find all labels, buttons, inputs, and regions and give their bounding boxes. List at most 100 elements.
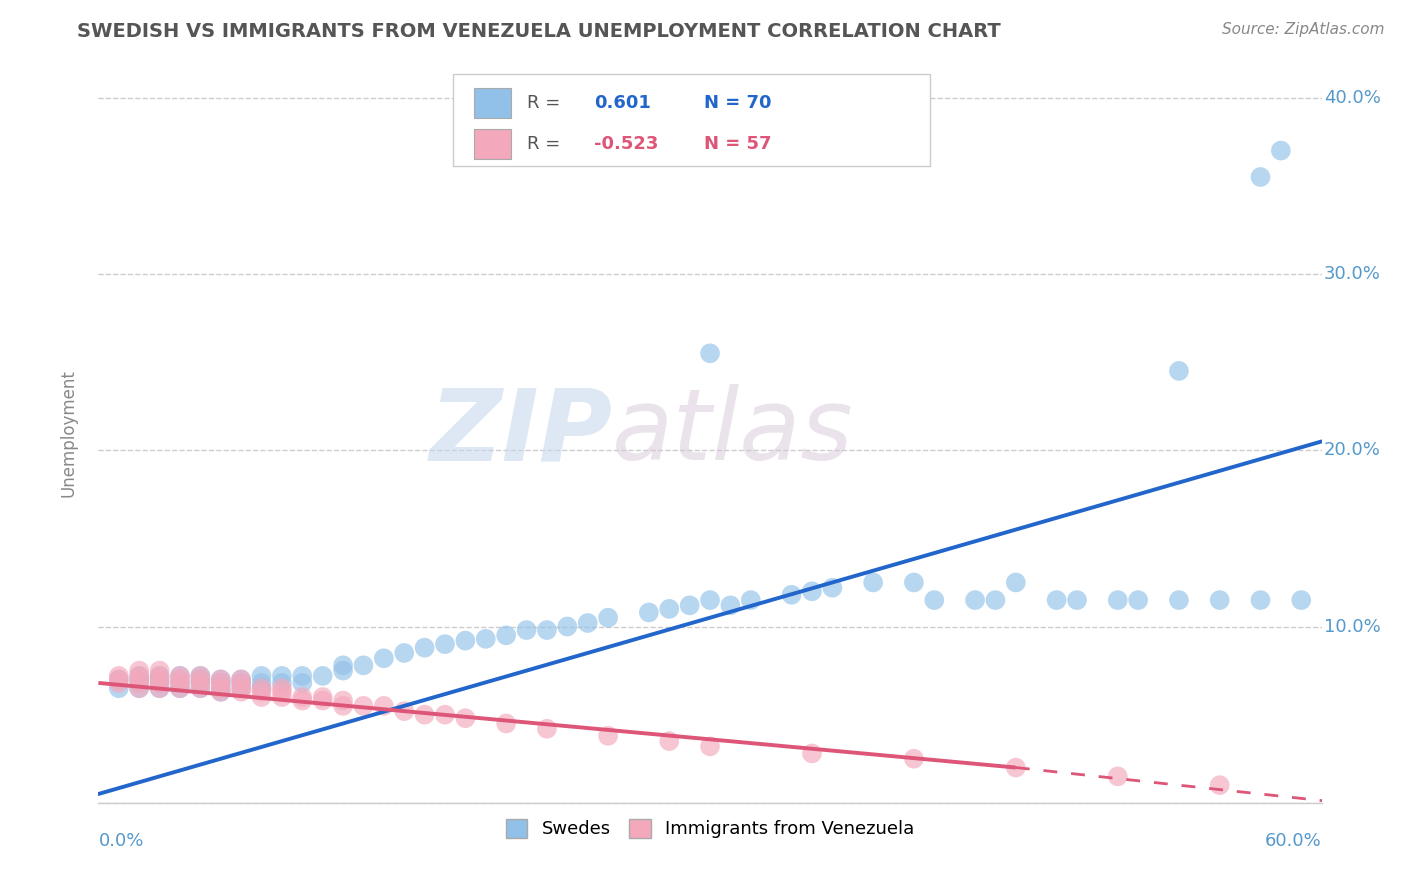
Point [231, 676, 253, 690]
Point [149, 676, 172, 690]
Text: 0.601: 0.601 [593, 95, 651, 112]
Point [312, 690, 335, 704]
Point [231, 676, 253, 690]
Point [250, 681, 273, 696]
Point [270, 685, 294, 699]
Point [576, 615, 599, 630]
Point [332, 664, 354, 678]
Point [1270, 144, 1292, 158]
Point [270, 681, 294, 696]
Point [699, 593, 721, 607]
Point [392, 704, 416, 718]
Point [413, 640, 436, 655]
Point [169, 676, 191, 690]
Point [598, 729, 620, 743]
Point [209, 685, 232, 699]
Point [862, 575, 884, 590]
Point [188, 673, 212, 687]
Point [699, 739, 721, 754]
Point [108, 681, 131, 696]
Point [128, 673, 150, 687]
Point [128, 673, 150, 687]
Point [128, 669, 150, 683]
Point [188, 676, 212, 690]
Point [169, 669, 191, 683]
Point [291, 690, 314, 704]
Point [373, 698, 395, 713]
Point [128, 676, 150, 690]
FancyBboxPatch shape [474, 129, 510, 159]
Text: atlas: atlas [612, 384, 853, 481]
Point [1045, 593, 1069, 607]
Point [434, 637, 457, 651]
Point [270, 669, 294, 683]
Point [231, 685, 253, 699]
Point [1167, 364, 1189, 378]
Point [332, 693, 354, 707]
Point [209, 681, 232, 696]
Text: 40.0%: 40.0% [1324, 88, 1381, 107]
Point [1209, 778, 1232, 792]
Point [149, 669, 172, 683]
Point [495, 716, 517, 731]
Point [536, 623, 558, 637]
Point [291, 669, 314, 683]
Point [149, 681, 172, 696]
Text: Source: ZipAtlas.com: Source: ZipAtlas.com [1222, 22, 1385, 37]
Point [821, 581, 844, 595]
Point [231, 681, 253, 696]
Point [1107, 593, 1129, 607]
Point [413, 707, 436, 722]
Text: N = 70: N = 70 [704, 95, 772, 112]
Point [1128, 593, 1150, 607]
Point [231, 681, 253, 696]
Point [1004, 760, 1026, 774]
FancyBboxPatch shape [474, 88, 510, 118]
Point [149, 676, 172, 690]
Text: ZIP: ZIP [429, 384, 612, 481]
Point [965, 593, 987, 607]
Text: SWEDISH VS IMMIGRANTS FROM VENEZUELA UNEMPLOYMENT CORRELATION CHART: SWEDISH VS IMMIGRANTS FROM VENEZUELA UNE… [77, 22, 1001, 41]
Point [250, 676, 273, 690]
Text: R =: R = [526, 135, 565, 153]
Point [209, 676, 232, 690]
Point [250, 690, 273, 704]
Point [169, 681, 191, 696]
Point [108, 669, 131, 683]
Point [679, 599, 702, 613]
Point [149, 673, 172, 687]
Point [209, 676, 232, 690]
Point [209, 685, 232, 699]
Point [312, 669, 335, 683]
Point [555, 619, 579, 633]
Point [188, 676, 212, 690]
Point [128, 676, 150, 690]
Point [270, 676, 294, 690]
Point [801, 584, 824, 599]
Legend: Swedes, Immigrants from Venezuela: Swedes, Immigrants from Venezuela [499, 812, 921, 846]
Point [658, 734, 681, 748]
Point [291, 693, 314, 707]
Text: 20.0%: 20.0% [1324, 442, 1381, 459]
Point [516, 623, 538, 637]
Point [128, 669, 150, 683]
Point [1249, 169, 1271, 184]
Point [188, 681, 212, 696]
Point [108, 673, 131, 687]
Point [1004, 575, 1026, 590]
Point [922, 593, 945, 607]
Point [108, 676, 131, 690]
Point [718, 599, 742, 613]
Point [128, 681, 150, 696]
Point [598, 610, 620, 624]
Point [188, 681, 212, 696]
Point [1107, 769, 1129, 783]
Text: 10.0%: 10.0% [1324, 617, 1381, 635]
Point [780, 588, 803, 602]
Point [373, 651, 395, 665]
Point [352, 698, 374, 713]
Text: N = 57: N = 57 [704, 135, 772, 153]
Point [291, 676, 314, 690]
Point [188, 673, 212, 687]
Point [108, 673, 131, 687]
